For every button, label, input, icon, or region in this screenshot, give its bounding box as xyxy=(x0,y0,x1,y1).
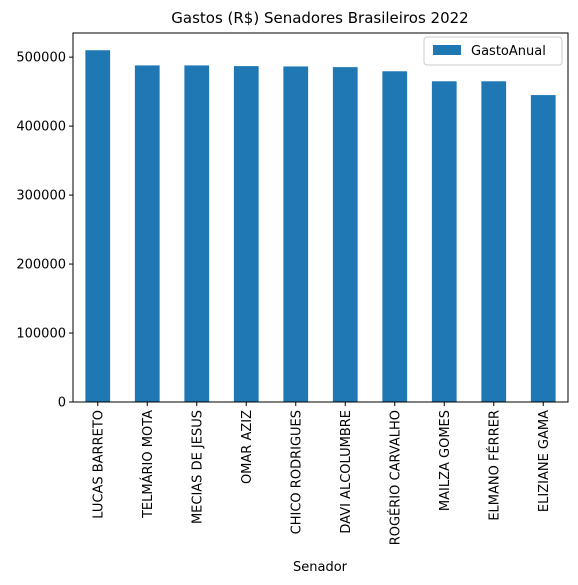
bar xyxy=(431,81,457,402)
x-tick-label: DAVI ALCOLUMBRE xyxy=(339,410,354,534)
bar xyxy=(184,65,210,403)
y-tick-label: 400000 xyxy=(16,120,66,135)
x-tick-label: OMAR AZIZ xyxy=(240,410,255,484)
plot-frame xyxy=(72,32,569,403)
plot-area: 0 100000 200000 300000 400000 500000 LUCAS BAR… xyxy=(16,50,556,545)
bar xyxy=(481,81,507,402)
x-tick-label: TELMÁRIO MOTA xyxy=(140,410,156,519)
x-tick-label: CHICO RODRIGUES xyxy=(289,410,304,534)
legend-swatch xyxy=(433,45,461,55)
x-tick-label: MAILZA GOMES xyxy=(438,410,453,511)
x-tick-label: ELIZIANE GAMA xyxy=(537,410,552,512)
bar xyxy=(530,95,556,402)
y-tick-label: 300000 xyxy=(16,189,66,204)
y-tick-label: 0 xyxy=(58,396,66,411)
y-tick-label: 500000 xyxy=(16,51,66,66)
y-tick-label: 200000 xyxy=(16,258,66,273)
bar xyxy=(332,67,358,402)
bar xyxy=(382,71,408,402)
x-axis-label: Senador xyxy=(293,560,348,575)
bar xyxy=(283,66,309,402)
x-tick-label: MECIAS DE JESUS xyxy=(190,410,205,524)
chart-title: Gastos (R$) Senadores Brasileiros 2022 xyxy=(171,9,468,27)
bar xyxy=(85,50,111,403)
x-tick-label: LUCAS BARRETO xyxy=(91,410,106,519)
bar xyxy=(134,65,160,403)
x-tick-label: ROGÉRIO CARVALHO xyxy=(387,410,403,545)
legend-label: GastoAnual xyxy=(471,44,546,59)
bar xyxy=(233,66,259,403)
y-tick-label: 100000 xyxy=(16,327,66,342)
legend-box xyxy=(423,36,563,66)
legend: GastoAnual xyxy=(423,36,563,66)
x-tick-label: ELMANO FÉRRER xyxy=(486,410,502,521)
